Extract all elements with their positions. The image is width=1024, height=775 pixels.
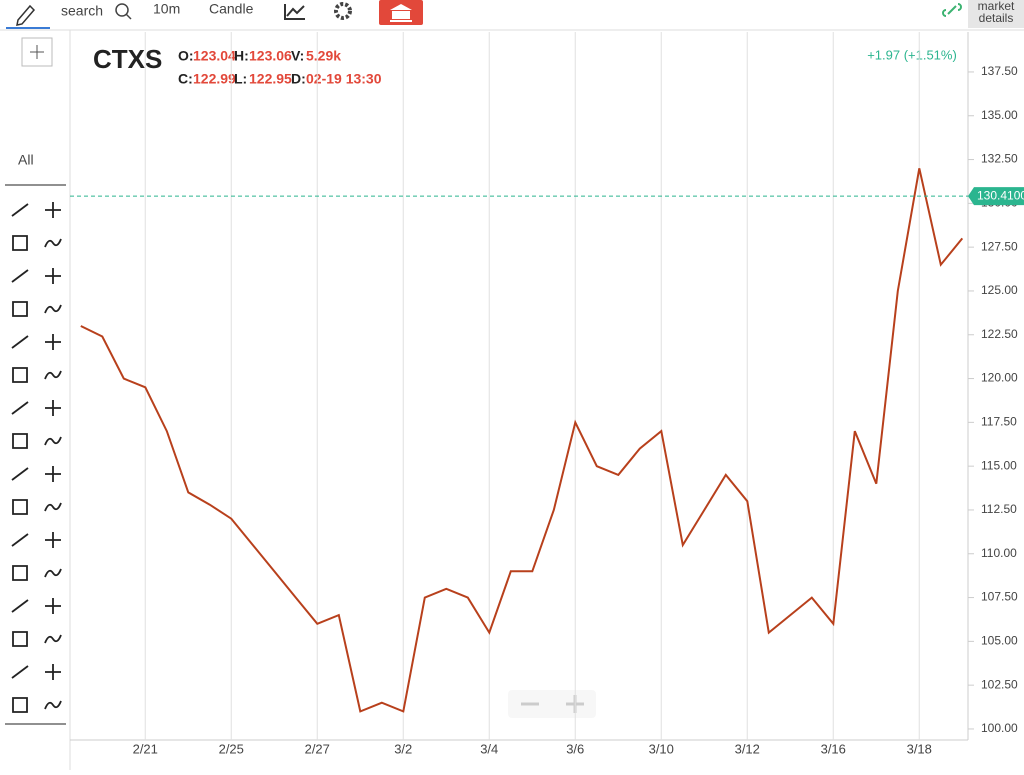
drawing-tool[interactable]: [44, 304, 62, 314]
drawing-tool[interactable]: [44, 370, 62, 380]
legend-label: O:: [178, 48, 194, 64]
y-tick-label: 125.00: [981, 283, 1018, 297]
x-tick-label: 2/25: [219, 741, 244, 756]
last-price-label: 130.4100: [977, 188, 1024, 202]
drawing-tool[interactable]: [45, 466, 61, 482]
x-tick-label: 3/18: [907, 741, 932, 756]
drawing-tool[interactable]: [45, 598, 61, 614]
tool-filter[interactable]: All: [18, 152, 34, 168]
y-tick-label: 137.50: [981, 64, 1018, 78]
drawing-tool[interactable]: [12, 565, 28, 581]
legend-label: V:: [291, 48, 304, 64]
y-tick-label: 115.00: [981, 458, 1017, 472]
toolbar: [0, 0, 1024, 30]
market-details-label: details: [979, 11, 1014, 25]
drawing-tool[interactable]: [11, 665, 29, 679]
drawing-tool[interactable]: [11, 533, 29, 547]
y-tick-label: 102.50: [981, 677, 1018, 691]
legend-value: 5.29k: [306, 48, 341, 64]
y-tick-label: 117.50: [981, 415, 1017, 429]
y-tick-label: 112.50: [981, 502, 1017, 516]
x-tick-label: 3/16: [821, 741, 846, 756]
y-tick-label: 132.50: [981, 152, 1018, 166]
y-tick-label: 100.00: [981, 721, 1018, 735]
drawing-tool[interactable]: [45, 334, 61, 350]
price-change: +1.97 (+1.51%): [867, 47, 957, 62]
legend-label: H:: [234, 48, 249, 64]
drawing-tool[interactable]: [45, 202, 61, 218]
drawing-tool[interactable]: [44, 634, 62, 644]
legend-label: C:: [178, 71, 193, 87]
x-tick-label: 3/6: [566, 741, 584, 756]
y-tick-label: 122.50: [981, 327, 1018, 341]
legend-value: 02-19 13:30: [306, 71, 382, 87]
drawing-tool[interactable]: [12, 697, 28, 713]
price-line: [80, 168, 964, 713]
y-tick-label: 127.50: [981, 239, 1018, 253]
last-price-tag: [968, 187, 1024, 206]
x-tick-label: 3/2: [394, 741, 412, 756]
interval-select[interactable]: 10m: [153, 1, 180, 17]
drawing-tool[interactable]: [44, 700, 62, 710]
drawing-tool[interactable]: [11, 467, 29, 481]
drawing-tool[interactable]: [45, 400, 61, 416]
crosshair-tool[interactable]: [21, 37, 53, 67]
market-details-label: market: [978, 0, 1015, 13]
drawing-tool[interactable]: [12, 499, 28, 515]
drawing-tool[interactable]: [11, 599, 29, 613]
drawing-tool[interactable]: [45, 664, 61, 680]
drawing-tool[interactable]: [44, 568, 62, 578]
search-input[interactable]: search: [61, 3, 103, 19]
drawing-tool[interactable]: [11, 269, 29, 283]
x-tick-label: 2/21: [133, 741, 158, 756]
x-tick-label: 2/27: [305, 741, 330, 756]
legend-value: 122.95: [249, 71, 292, 87]
legend-value: 122.99: [193, 71, 236, 87]
drawing-tool[interactable]: [11, 401, 29, 415]
drawing-tool[interactable]: [12, 433, 28, 449]
symbol: CTXS: [93, 44, 162, 74]
drawing-tool[interactable]: [12, 301, 28, 317]
pencil-button[interactable]: [16, 4, 36, 26]
settings-button[interactable]: [334, 2, 352, 20]
x-tick-label: 3/10: [649, 741, 674, 756]
y-tick-label: 135.00: [981, 108, 1018, 122]
indicators-button[interactable]: [284, 4, 305, 20]
drawing-tool[interactable]: [11, 335, 29, 349]
legend-label: D:: [291, 71, 306, 87]
drawing-tool[interactable]: [44, 502, 62, 512]
crosshair-icon: [30, 45, 44, 59]
bank-icon: [390, 4, 412, 22]
x-tick-label: 3/12: [735, 741, 760, 756]
drawing-tool[interactable]: [44, 238, 62, 248]
legend-label: L:: [234, 71, 247, 87]
search-icon: [125, 13, 132, 20]
y-tick-label: 105.00: [981, 634, 1018, 648]
drawing-tool[interactable]: [45, 268, 61, 284]
x-tick-label: 3/4: [480, 741, 498, 756]
y-tick-label: 110.00: [981, 546, 1017, 560]
drawing-tool[interactable]: [45, 532, 61, 548]
link-icon[interactable]: [942, 3, 962, 17]
drawing-tool[interactable]: [12, 631, 28, 647]
ohlc-legend: O: 123.04 H: 123.06 V: 5.29k C: 122.99 L…: [178, 48, 382, 87]
chart-type-select[interactable]: Candle: [209, 1, 254, 17]
search-icon[interactable]: [115, 3, 129, 17]
legend-value: 123.04: [193, 48, 236, 64]
drawing-tool[interactable]: [12, 367, 28, 383]
drawing-tool[interactable]: [44, 436, 62, 446]
legend-value: 123.06: [249, 48, 292, 64]
y-tick-label: 120.00: [981, 371, 1018, 385]
market-details-button[interactable]: [968, 0, 1024, 28]
drawing-tool[interactable]: [11, 203, 29, 217]
y-tick-label: 107.50: [981, 590, 1018, 604]
drawing-tool[interactable]: [12, 235, 28, 251]
